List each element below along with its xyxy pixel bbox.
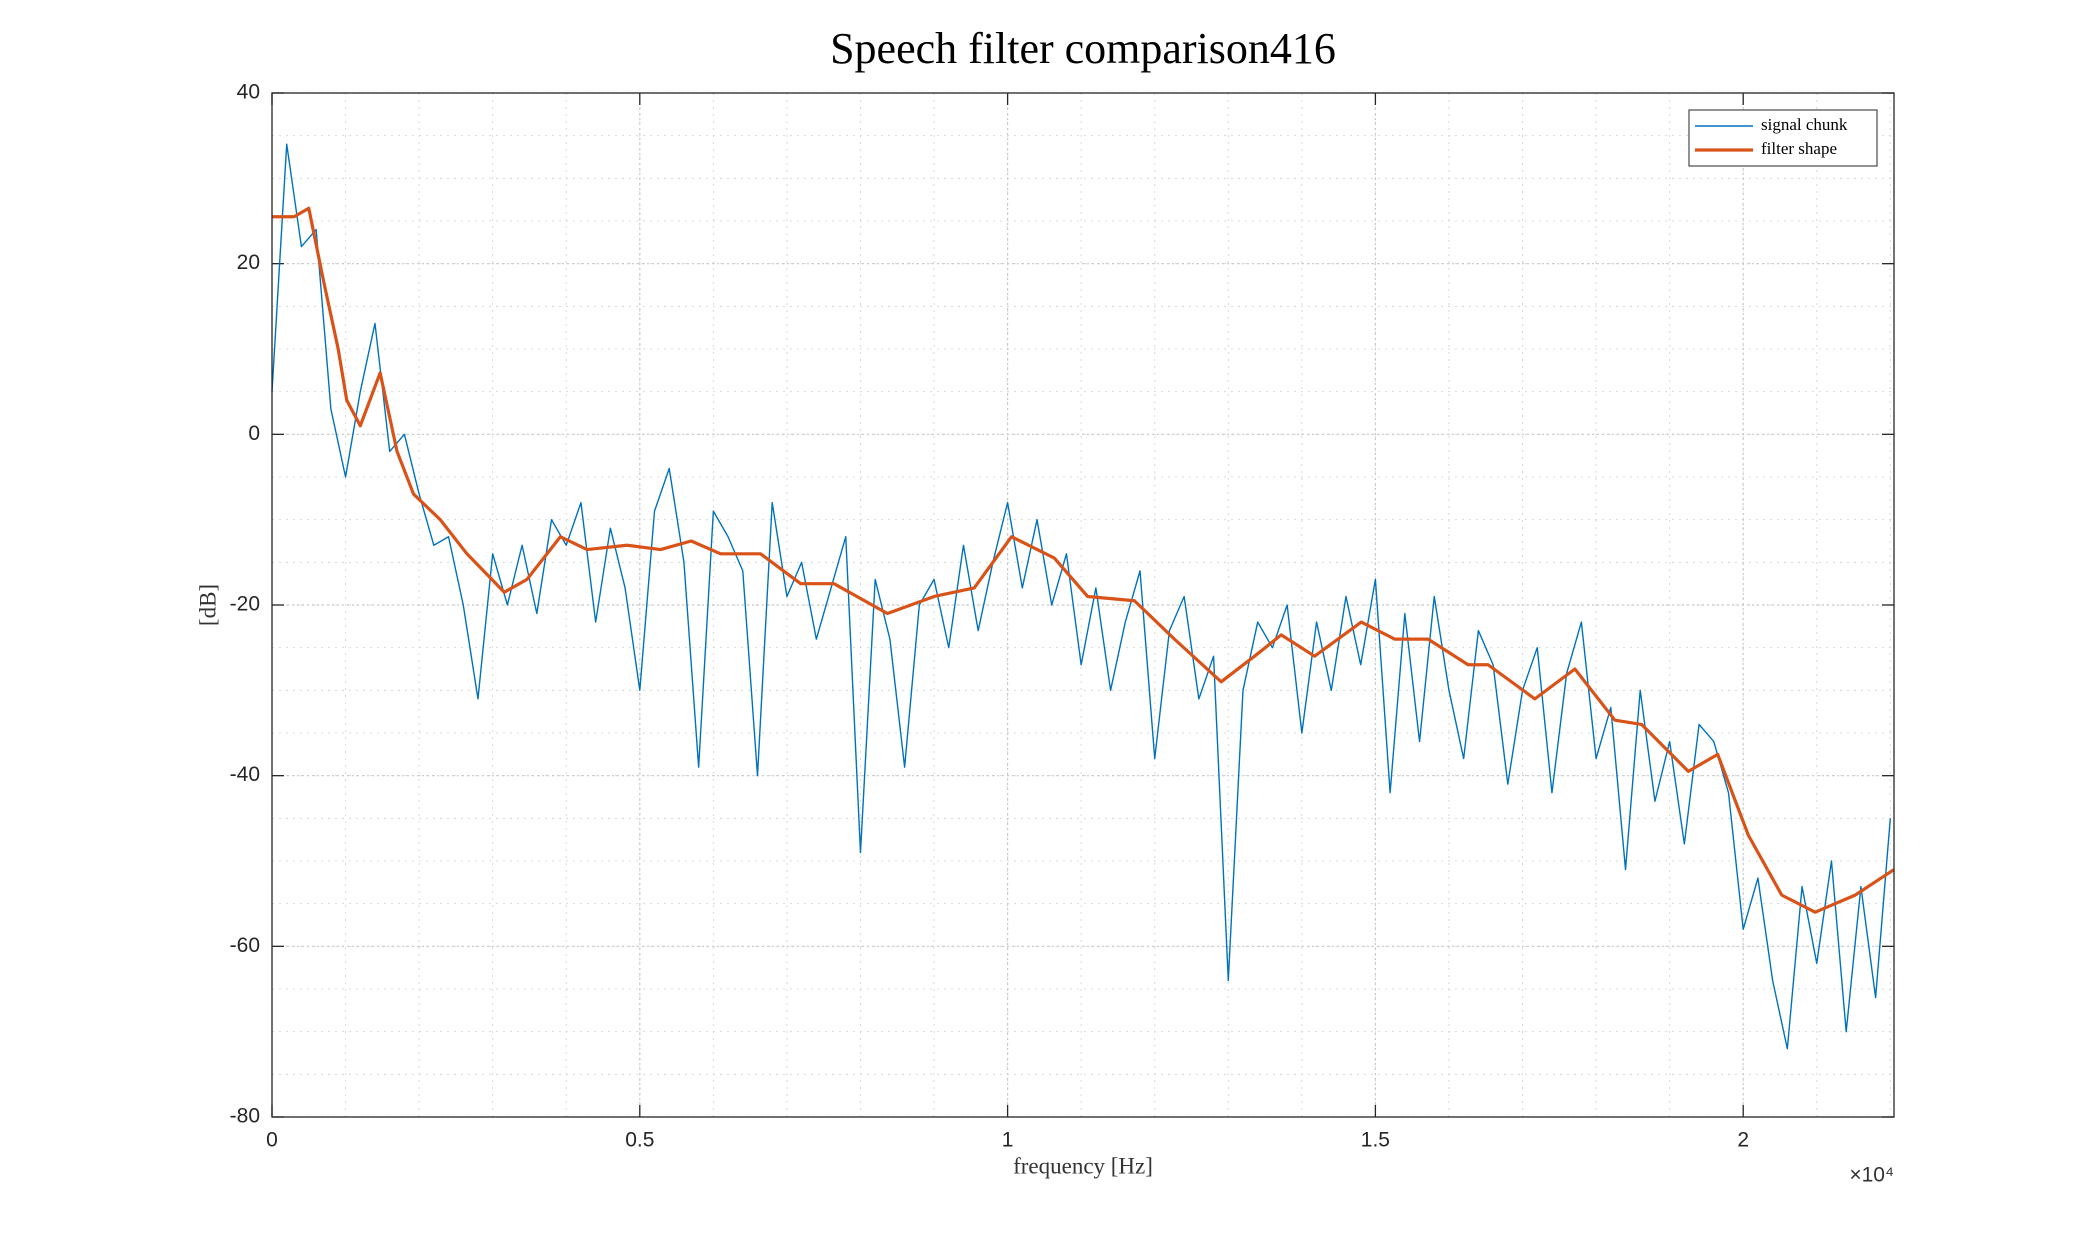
y-axis-label: [dB] bbox=[195, 584, 220, 626]
x-tick-label: 1.5 bbox=[1361, 1129, 1390, 1152]
chart-title: Speech filter comparison416 bbox=[830, 24, 1336, 73]
y-tick-label: -80 bbox=[230, 1105, 260, 1128]
y-tick-label: 40 bbox=[237, 81, 260, 104]
legend-label: signal chunk bbox=[1761, 115, 1848, 134]
legend-label: filter shape bbox=[1761, 139, 1837, 158]
legend-box bbox=[1688, 109, 1878, 167]
x-tick-label: 2 bbox=[1737, 1129, 1749, 1152]
plot-frame bbox=[271, 92, 1895, 1118]
y-tick-label: 20 bbox=[237, 251, 260, 274]
y-tick-label: -40 bbox=[230, 763, 260, 786]
x-tick-label: 0 bbox=[266, 1129, 278, 1152]
series-line bbox=[272, 206, 1895, 914]
y-tick-label: 0 bbox=[248, 422, 260, 445]
x-multiplier: ×10⁴ bbox=[1849, 1164, 1894, 1187]
x-tick-label: 0.5 bbox=[625, 1129, 654, 1152]
y-tick-label: -60 bbox=[230, 934, 260, 957]
y-tick-label: -20 bbox=[230, 593, 260, 616]
x-tick-label: 1 bbox=[1002, 1129, 1014, 1152]
x-axis-label: frequency [Hz] bbox=[1013, 1153, 1153, 1178]
series-line bbox=[271, 143, 1892, 1050]
